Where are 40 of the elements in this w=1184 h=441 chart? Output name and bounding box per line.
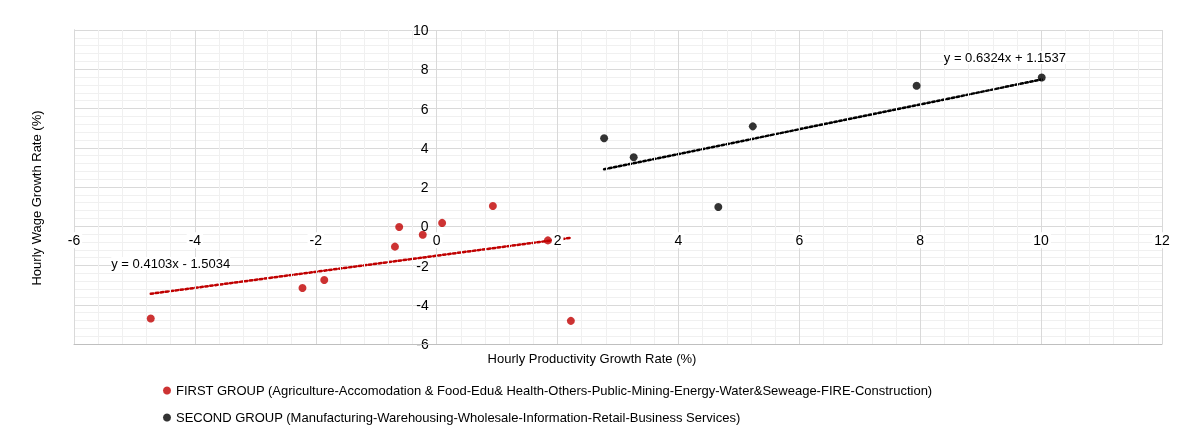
y-tick-label: -2 — [416, 257, 429, 274]
y-tick-label: 6 — [420, 100, 429, 117]
x-tick-label: 0 — [432, 232, 441, 249]
y-tick-label: 4 — [420, 139, 429, 156]
legend-label: SECOND GROUP (Manufacturing-Warehousing-Wholesale-Information-Retail-Business Services) — [176, 410, 741, 425]
point — [395, 223, 404, 232]
y-tick-label: -4 — [416, 296, 429, 313]
point — [298, 284, 307, 293]
point — [629, 153, 638, 162]
y-tick-label: 8 — [420, 61, 429, 78]
point — [748, 122, 757, 131]
point — [146, 314, 155, 323]
x-tick-label: 8 — [916, 232, 925, 249]
point — [438, 218, 447, 227]
point — [390, 242, 399, 251]
legend-label: FIRST GROUP (Agriculture-Accomodation & Food-Edu& Health-Others-Public-Mining-Energy-Water&Seweage-FIRE-Construction) — [176, 383, 933, 398]
annotation: y = 0.6324x + 1.1537 — [943, 49, 1066, 65]
x-tick-label: 12 — [1154, 232, 1170, 249]
point — [1037, 73, 1046, 82]
y-tick-label: 0 — [420, 218, 429, 235]
point — [600, 134, 609, 143]
y-tick-label: 10 — [413, 22, 429, 38]
point — [488, 202, 497, 211]
x-tick-label: 4 — [674, 232, 683, 249]
x-tick-label: 10 — [1033, 232, 1050, 249]
y-axis-title: Hourly Wage Growth Rate (%) — [28, 110, 44, 286]
annotation: y = 0.4103x - 1.5034 — [111, 256, 231, 272]
x-tick-label: 2 — [553, 232, 562, 249]
x-tick-label: -6 — [67, 232, 81, 249]
x-tick-label: -2 — [309, 232, 323, 249]
x-axis-title: Hourly Productivity Growth Rate (%) — [487, 351, 697, 366]
point — [320, 276, 329, 285]
point — [714, 203, 723, 212]
y-tick-label: 2 — [420, 179, 429, 195]
point — [418, 230, 427, 239]
x-tick-label: -4 — [188, 232, 202, 249]
x-tick-label: 6 — [795, 232, 804, 249]
point — [566, 316, 575, 325]
point — [912, 81, 921, 90]
point — [543, 236, 552, 245]
